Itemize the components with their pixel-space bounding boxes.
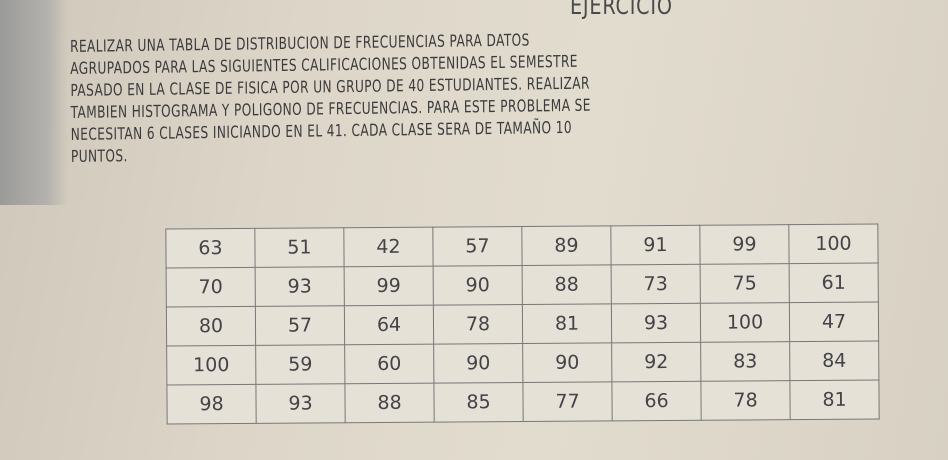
grade-cell: 92 [611, 342, 701, 382]
grade-cell: 88 [344, 383, 435, 423]
grade-cell: 90 [433, 265, 523, 306]
grade-cell: 99 [699, 224, 790, 265]
grade-cell: 84 [789, 341, 879, 381]
grade-cell: 66 [611, 381, 702, 421]
grade-cell: 85 [433, 382, 524, 423]
table-row: 98 93 88 85 77 66 78 81 [166, 380, 880, 424]
grade-cell: 51 [254, 227, 345, 268]
grade-cell: 59 [255, 344, 345, 385]
grade-cell: 64 [344, 305, 434, 345]
grade-cell: 80 [166, 306, 256, 346]
grades-table: 63 51 42 57 89 91 99 100 70 93 99 90 88 73 75 61 80 57 64 7… [165, 223, 880, 425]
grade-cell: 100 [700, 302, 790, 343]
grade-cell: 77 [522, 381, 613, 422]
grade-cell: 100 [788, 224, 879, 264]
grade-cell: 73 [611, 264, 701, 304]
grade-cell: 47 [789, 302, 879, 342]
grade-cell: 42 [343, 227, 434, 267]
grade-cell: 100 [166, 345, 256, 385]
grade-cell: 98 [166, 384, 257, 424]
exercise-title: EJERCICIO [570, 0, 673, 20]
grade-cell: 93 [255, 266, 345, 307]
grade-cell: 57 [255, 305, 345, 346]
grade-cell: 91 [610, 225, 701, 265]
grade-cell: 81 [789, 380, 880, 420]
table-row: 100 59 60 90 90 92 83 84 [166, 341, 879, 385]
grade-cell: 60 [344, 344, 434, 384]
grade-cell: 78 [433, 304, 523, 345]
table-row: 63 51 42 57 89 91 99 100 [165, 224, 879, 268]
grade-cell: 93 [611, 303, 701, 343]
table-row: 80 57 64 78 81 93 100 47 [166, 302, 879, 346]
table-row: 70 93 99 90 88 73 75 61 [166, 263, 879, 307]
grade-cell: 63 [165, 228, 256, 268]
grade-cell: 78 [700, 380, 791, 421]
grade-cell: 90 [522, 342, 612, 383]
grade-cell: 89 [521, 225, 612, 266]
grade-cell: 99 [344, 266, 434, 306]
grade-cell: 61 [789, 263, 879, 303]
background-edge [0, 0, 68, 205]
grade-cell: 81 [522, 303, 612, 344]
grade-cell: 70 [166, 267, 256, 307]
grade-cell: 88 [522, 264, 612, 305]
grade-cell: 57 [432, 226, 523, 267]
grade-cell: 93 [255, 383, 346, 424]
grade-cell: 90 [433, 343, 523, 384]
grade-cell: 83 [700, 341, 790, 382]
exercise-instructions: REALIZAR UNA TABLA DE DISTRIBUCION DE FR… [70, 27, 737, 168]
grade-cell: 75 [700, 263, 790, 304]
